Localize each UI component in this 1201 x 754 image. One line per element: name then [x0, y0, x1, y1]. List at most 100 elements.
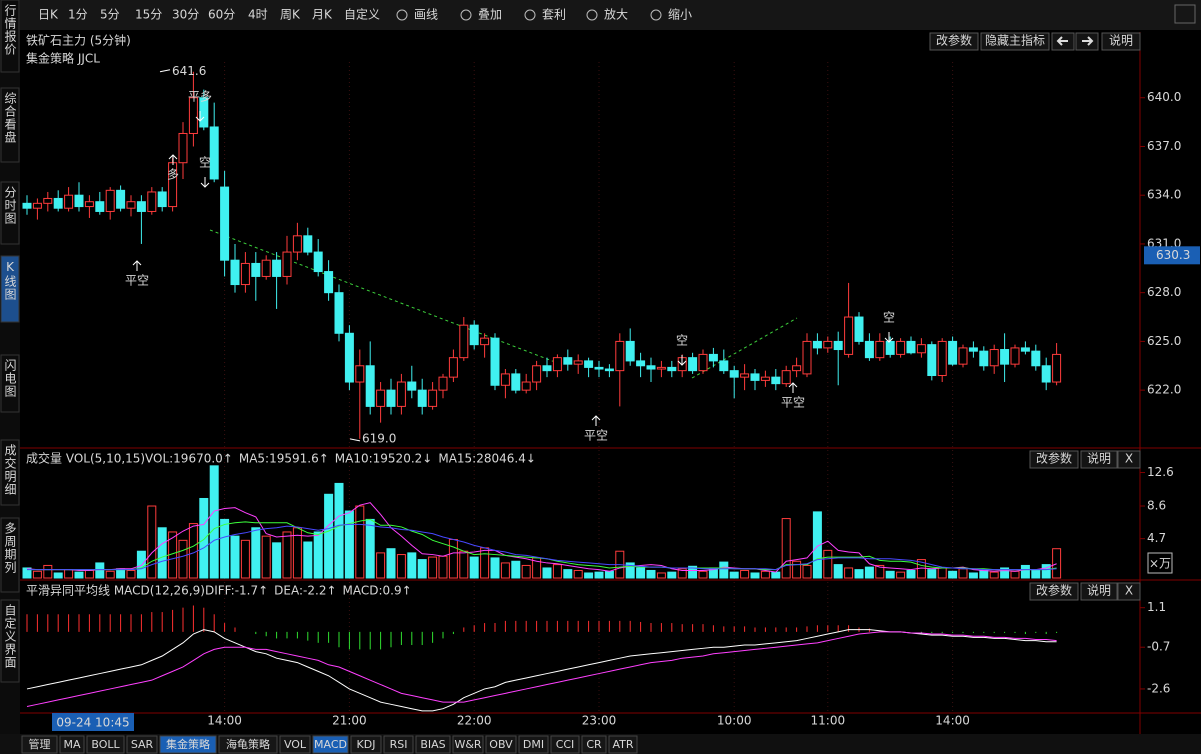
bottom-tab-label: OBV: [489, 738, 513, 751]
bottom-tab[interactable]: [86, 735, 125, 754]
volume-bar: [750, 572, 760, 579]
volume-bar: [854, 569, 864, 579]
panel-button[interactable]: [1080, 450, 1118, 469]
panel-button[interactable]: [1117, 582, 1141, 601]
sidebar-tab[interactable]: [0, 439, 20, 506]
volume-bar: [812, 511, 822, 579]
volume-bar: [864, 566, 874, 579]
bottom-tab[interactable]: [21, 735, 58, 754]
candle-body: [396, 381, 406, 407]
candle-body: [656, 366, 666, 370]
bottom-tab[interactable]: [159, 735, 217, 754]
bottom-tab[interactable]: [485, 735, 517, 754]
candle-body: [188, 97, 198, 134]
sidebar-tab[interactable]: [0, 599, 20, 683]
toolbar-corner-button[interactable]: [1174, 4, 1196, 24]
bottom-tab[interactable]: [550, 735, 580, 754]
bottom-tab-label: DMI: [523, 738, 544, 751]
candle-body: [459, 324, 469, 359]
toolbar: [0, 0, 1201, 30]
legend-entry: VOL:19670.0↑: [145, 452, 233, 466]
panel-button[interactable]: [1101, 32, 1141, 51]
panel-title: 平滑异同平均线 MACD(12,26,9): [26, 584, 205, 598]
bottom-tab[interactable]: [608, 735, 638, 754]
ma-line: [26, 502, 1057, 573]
sidebar-tab[interactable]: [0, 87, 20, 163]
toolbar-item[interactable]: 画线: [414, 8, 438, 22]
candle-body: [573, 360, 583, 365]
volume-bar: [32, 570, 42, 579]
toolbar-item[interactable]: 套利: [542, 8, 566, 22]
sidebar-tab[interactable]: [0, 354, 20, 413]
toolbar-item[interactable]: 叠加: [478, 8, 502, 22]
sidebar-tab[interactable]: [0, 0, 20, 73]
candle-body: [740, 373, 750, 378]
candle-body: [313, 251, 323, 273]
volume-bar: [542, 567, 552, 579]
candle-body: [1052, 353, 1062, 383]
bottom-tab-label: BOLL: [91, 738, 120, 751]
toolbar-item[interactable]: 4时: [248, 8, 268, 22]
bottom-tab[interactable]: [279, 735, 311, 754]
volume-bar: [688, 565, 698, 579]
signal-label: 空: [883, 311, 895, 325]
toolbar-item[interactable]: 30分: [172, 8, 199, 22]
toolbar-item[interactable]: 1分: [68, 8, 88, 22]
bottom-tab[interactable]: [312, 735, 349, 754]
volume-bar: [396, 554, 406, 579]
candle-body: [594, 366, 604, 370]
toolbar-item[interactable]: 自定义: [344, 7, 380, 22]
bottom-tab[interactable]: [59, 735, 85, 754]
volume-bar: [646, 569, 656, 579]
toolbar-item[interactable]: 5分: [100, 8, 120, 22]
panel-button[interactable]: [1080, 582, 1118, 601]
candle-body: [324, 271, 334, 294]
candle-body: [1041, 365, 1051, 383]
candle-body: [480, 337, 490, 346]
legend-entry: DIFF:-1.7↑: [205, 584, 268, 598]
sidebar-tab[interactable]: [0, 255, 20, 323]
panel-button-label: 改参数: [1036, 583, 1072, 598]
candle-body: [220, 186, 230, 261]
bottom-tab[interactable]: [126, 735, 158, 754]
volume-bar: [948, 570, 958, 579]
bottom-tab[interactable]: [415, 735, 451, 754]
x-tick-label: 11:00: [811, 714, 846, 728]
signal-arrow: [195, 111, 205, 122]
candle-body: [230, 259, 240, 286]
panel-button[interactable]: [980, 32, 1050, 51]
toolbar-item[interactable]: 60分: [208, 8, 235, 22]
bottom-tab[interactable]: [518, 735, 549, 754]
y-tick-label: 12.6: [1147, 465, 1174, 479]
bottom-tab-label: CR: [586, 738, 602, 751]
y-tick-label: 637.0: [1147, 139, 1181, 153]
bottom-tab[interactable]: [350, 735, 382, 754]
candle-body: [854, 316, 864, 342]
volume-bar: [480, 547, 490, 579]
candle-body: [417, 389, 427, 407]
bottom-tab[interactable]: [581, 735, 607, 754]
bottom-tab-label: W&R: [454, 738, 481, 751]
x-tick-label: 22:00: [457, 714, 492, 728]
volume-bar: [386, 548, 396, 579]
toolbar-item[interactable]: 日K: [38, 8, 59, 22]
bottom-tab-label: VOL: [284, 738, 307, 751]
legend-entry: MA10:19520.2↓: [335, 452, 433, 466]
toolbar-item[interactable]: 缩小: [668, 7, 692, 22]
candle-body: [469, 324, 479, 346]
panel-button[interactable]: [929, 32, 979, 51]
bottom-tab[interactable]: [383, 735, 414, 754]
panel-button[interactable]: [1029, 450, 1079, 469]
sidebar-tab[interactable]: [0, 517, 20, 593]
sidebar-tab[interactable]: [0, 181, 20, 245]
bottom-tab[interactable]: [218, 735, 278, 754]
panel-button[interactable]: [1029, 582, 1079, 601]
toolbar-item[interactable]: 放大: [604, 7, 628, 22]
toolbar-item[interactable]: 周K: [280, 8, 301, 22]
y-tick-label: 628.0: [1147, 285, 1181, 299]
panel-button[interactable]: [1117, 450, 1141, 469]
toolbar-item[interactable]: 月K: [312, 8, 333, 22]
volume-bar: [116, 568, 126, 579]
bottom-tab[interactable]: [452, 735, 484, 754]
toolbar-item[interactable]: 15分: [135, 8, 162, 22]
